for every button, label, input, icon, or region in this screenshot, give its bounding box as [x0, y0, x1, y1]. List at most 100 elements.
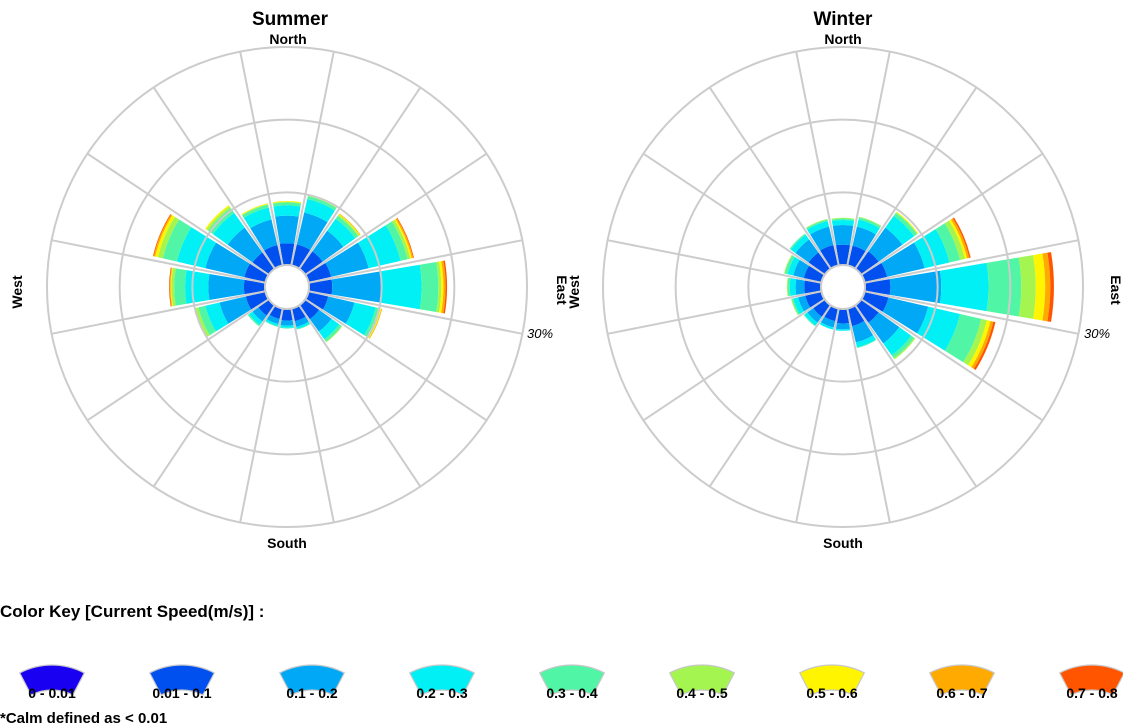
bar-segment-sse-4: [296, 323, 311, 330]
bar-segment-wsw-4: [198, 305, 216, 336]
bar-segment-wnw-3: [787, 256, 800, 276]
bar-segment-sse-1: [847, 305, 865, 327]
grid-spoke: [239, 51, 284, 266]
grid: [46, 46, 528, 528]
grid-spoke: [308, 239, 523, 284]
bar-segment-ne-6: [338, 214, 360, 236]
bar-segment-wnw-6: [155, 215, 175, 258]
bar-segment-nnw-3: [243, 207, 272, 229]
bar-segment-nnw-5: [241, 203, 269, 216]
bar-segment-e-7: [441, 260, 446, 314]
bar-segment-ene-7: [950, 218, 970, 259]
color-key-label: 0.4 - 0.5: [676, 685, 728, 701]
west-label: West: [566, 275, 582, 309]
bar-segment-n-3: [273, 205, 301, 217]
bar-segment-nw-3: [790, 234, 810, 254]
bar-segment-e-2: [889, 270, 942, 304]
bar-segment-ese-5: [963, 318, 987, 366]
bar-segment-nnw-1: [264, 245, 283, 269]
grid-spoke: [846, 308, 891, 523]
bar-segment-s-1: [281, 308, 293, 321]
bar-segment-w-2: [795, 279, 805, 295]
bar-segment-ese-4: [944, 313, 982, 363]
color-key-title: Color Key [Current Speed(m/s)] :: [0, 602, 264, 621]
bar-segment-e-1: [308, 279, 333, 295]
bars: [152, 194, 448, 343]
grid-spoke: [152, 86, 276, 270]
grid-spoke: [298, 304, 422, 488]
grid-spoke: [51, 239, 266, 284]
bar-segment-nw-4: [208, 208, 235, 235]
grid-spoke: [795, 308, 840, 523]
bar-segment-sw-2: [807, 308, 822, 323]
bar-segment-wsw-5: [195, 307, 210, 337]
grid-ring: [747, 191, 939, 383]
grid-spoke: [308, 290, 523, 335]
bar-segment-ese-6: [368, 308, 382, 339]
bar-segment-ese-3: [345, 302, 376, 336]
grid-spoke: [607, 239, 822, 284]
north-label: North: [824, 31, 861, 47]
grid-spoke: [846, 51, 891, 266]
bar-segment-e-3: [939, 262, 989, 312]
bar-segment-se-1: [855, 299, 879, 323]
bar-segment-nne-4: [307, 196, 337, 211]
bar-segment-n-4: [273, 202, 301, 207]
grid-ring: [602, 46, 1084, 528]
bar-segment-ene-8: [952, 217, 971, 258]
ring-percent-label: 30%: [527, 326, 553, 341]
grid-spoke: [642, 298, 826, 422]
grid-spoke: [642, 152, 826, 276]
bar-segment-nne-5: [307, 195, 337, 208]
bar-segment-ese-1: [305, 291, 329, 310]
grid-spoke: [152, 304, 276, 488]
bar-segment-ne-1: [299, 251, 323, 275]
bar-segment-nw-6: [205, 205, 230, 230]
bar-segment-ne-3: [327, 218, 356, 247]
bar-segment-sw-1: [813, 299, 831, 317]
bar-segment-nnw-2: [250, 219, 278, 251]
grid-spoke: [708, 86, 832, 270]
bar-segment-nnw-4: [806, 219, 828, 230]
bar-segment-e-5: [436, 261, 442, 313]
grid-spoke: [304, 152, 488, 276]
bar-segment-sw-4: [247, 314, 260, 327]
bar-segment-ssw-1: [269, 305, 283, 320]
bar-segment-e-8: [1047, 252, 1054, 322]
bar-segment-ene-1: [305, 263, 332, 283]
grid-spoke: [860, 298, 1044, 422]
bar-segment-wsw-3: [793, 297, 805, 315]
bar-segment-ene-7: [395, 218, 414, 259]
bar-segment-wsw-2: [219, 296, 252, 324]
bar-segment-w-5: [786, 277, 789, 297]
north-label: North: [269, 31, 306, 47]
bar-segment-ene-4: [385, 221, 408, 261]
bar-segment-nne-1: [847, 245, 866, 269]
bar-segment-ene-5: [391, 219, 411, 260]
bar-segment-ne-4: [335, 215, 359, 239]
bar-segment-nnw-6: [241, 203, 268, 215]
bar-segment-w-8: [169, 267, 172, 307]
bar-segment-ssw-4: [265, 321, 278, 327]
bar-segment-s-2: [280, 320, 294, 326]
bar-segment-e-3: [380, 264, 422, 310]
grid-spoke: [864, 290, 1079, 335]
chart-title: Winter: [814, 9, 874, 30]
bar-segment-n-3: [831, 219, 855, 226]
color-key-label: 0.2 - 0.3: [416, 685, 468, 701]
bar-segment-ne-3: [885, 215, 915, 245]
bar-segment-wsw-3: [205, 302, 229, 332]
winter-rose: Winter North South West East 30%: [566, 9, 1123, 551]
summer-rose: Summer North South West East 30%: [9, 9, 570, 551]
bar-segment-ne-2: [312, 230, 344, 262]
color-key-label: 0.3 - 0.4: [546, 685, 598, 701]
grid-spoke: [607, 290, 822, 335]
bar-segment-e-8: [443, 260, 448, 314]
bars: [784, 211, 1054, 370]
grid-ring: [674, 118, 1012, 456]
bar-segment-n-2: [275, 215, 299, 244]
grid-spoke: [51, 290, 266, 335]
bar-segment-se-5: [893, 337, 916, 360]
bar-segment-ene-6: [949, 219, 968, 259]
